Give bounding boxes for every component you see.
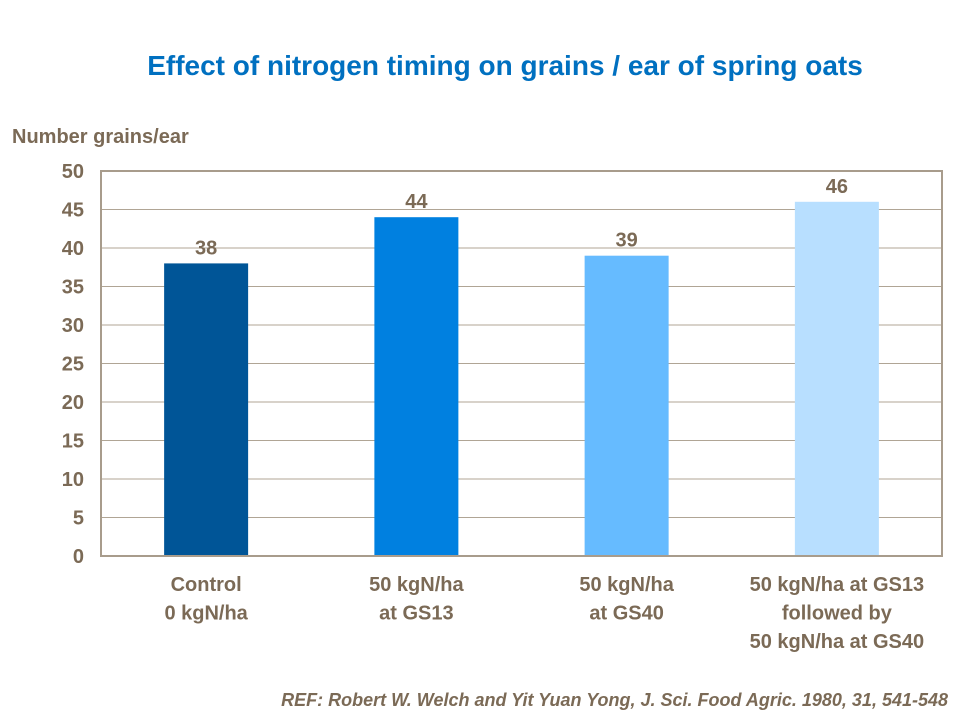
data-label: 38 <box>195 237 217 259</box>
y-tick-label: 5 <box>73 508 84 530</box>
data-label: 46 <box>826 176 848 198</box>
bar <box>584 255 669 556</box>
bar <box>794 201 879 557</box>
x-tick-label: 0 kgN/ha <box>164 603 248 625</box>
x-tick-label: at GS13 <box>379 603 453 625</box>
y-tick-label: 35 <box>62 277 84 299</box>
x-tick-label: followed by <box>782 603 893 625</box>
x-tick-label: Control <box>171 574 242 596</box>
y-tick-label: 20 <box>62 392 84 414</box>
x-tick-label: at GS40 <box>589 603 663 625</box>
data-label: 44 <box>405 191 428 213</box>
x-tick-label: 50 kgN/ha at GS13 <box>750 574 925 596</box>
x-tick-label: 50 kgN/ha at GS40 <box>750 631 925 653</box>
y-tick-label: 0 <box>73 546 84 568</box>
x-tick-label: 50 kgN/ha <box>579 574 674 596</box>
y-tick-label: 15 <box>62 431 84 453</box>
y-tick-label: 50 <box>62 161 84 183</box>
chart-title: Effect of nitrogen timing on grains / ea… <box>147 50 863 81</box>
y-axis-label: Number grains/ear <box>12 126 189 148</box>
y-tick-label: 30 <box>62 315 84 337</box>
bar <box>164 263 249 556</box>
reference-citation: REF: Robert W. Welch and Yit Yuan Yong, … <box>281 690 948 710</box>
plot-area-border <box>100 170 943 557</box>
bar <box>374 217 459 556</box>
y-tick-label: 45 <box>62 200 84 222</box>
y-tick-label: 40 <box>62 238 84 260</box>
data-label: 39 <box>616 230 638 252</box>
y-tick-label: 10 <box>62 469 84 491</box>
y-tick-label: 25 <box>62 354 84 376</box>
x-tick-label: 50 kgN/ha <box>369 574 464 596</box>
